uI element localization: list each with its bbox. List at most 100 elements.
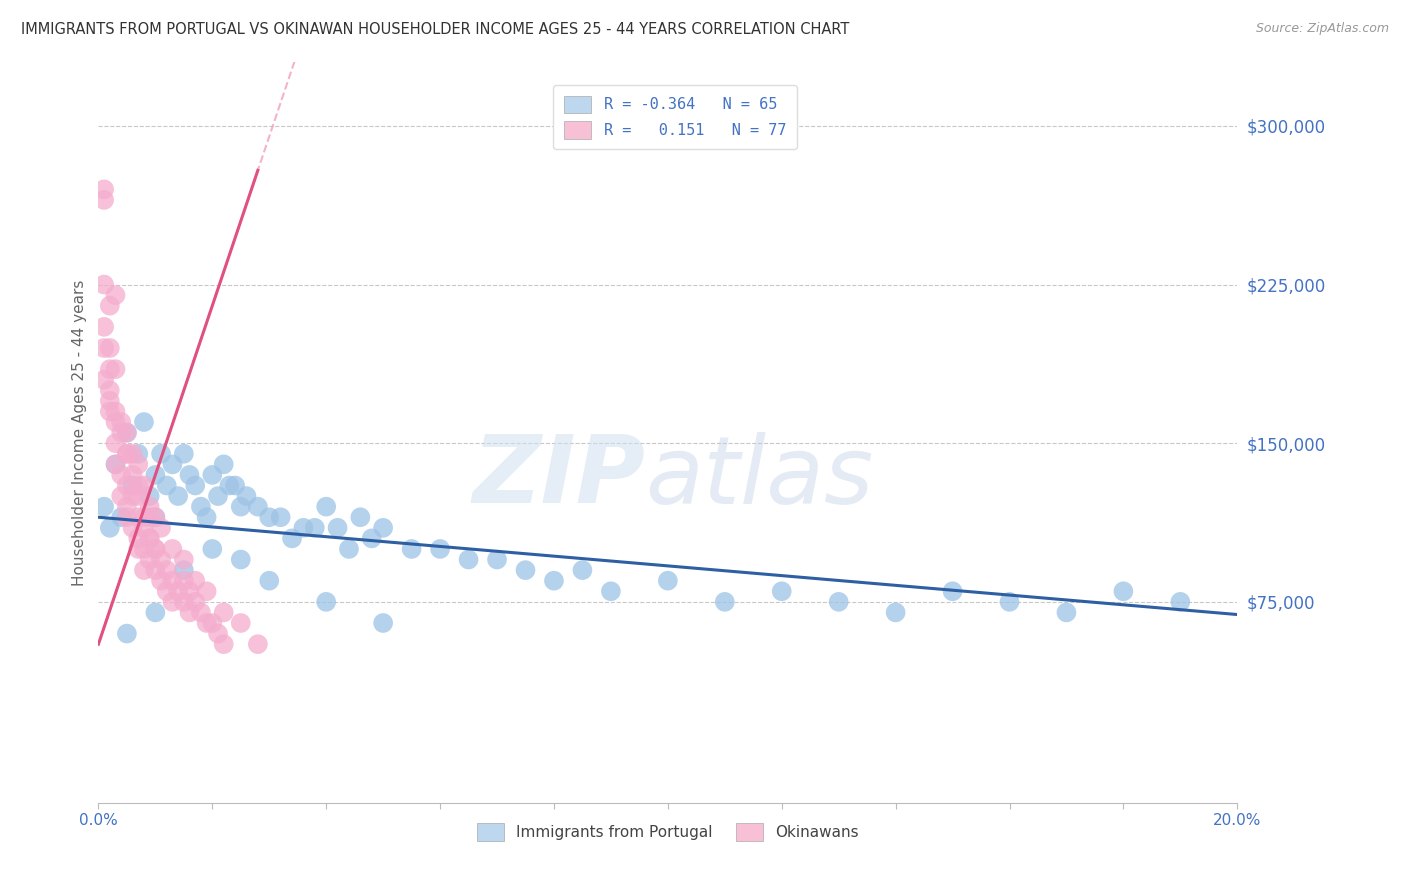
Point bbox=[190, 606, 212, 620]
Point bbox=[207, 489, 229, 503]
Point bbox=[167, 584, 190, 599]
Point bbox=[93, 500, 115, 514]
Point bbox=[218, 478, 240, 492]
Point bbox=[229, 615, 252, 630]
Point bbox=[145, 510, 167, 524]
Point bbox=[121, 489, 143, 503]
Point bbox=[259, 510, 281, 524]
Point bbox=[121, 521, 143, 535]
Point bbox=[349, 510, 371, 524]
Point bbox=[515, 563, 537, 577]
Point bbox=[184, 595, 207, 609]
Point bbox=[184, 478, 207, 492]
Point bbox=[1170, 595, 1192, 609]
Point bbox=[212, 458, 235, 472]
Point bbox=[162, 574, 184, 588]
Point bbox=[115, 447, 138, 461]
Point bbox=[115, 425, 138, 440]
Point bbox=[98, 299, 121, 313]
Point bbox=[167, 489, 190, 503]
Point bbox=[179, 606, 201, 620]
Point bbox=[138, 489, 160, 503]
Point bbox=[173, 552, 195, 566]
Point bbox=[173, 447, 195, 461]
Point bbox=[104, 436, 127, 450]
Point bbox=[132, 478, 155, 492]
Point bbox=[110, 510, 132, 524]
Point bbox=[162, 458, 184, 472]
Point bbox=[150, 447, 173, 461]
Point bbox=[292, 521, 315, 535]
Point bbox=[156, 478, 179, 492]
Point bbox=[110, 467, 132, 482]
Point bbox=[115, 510, 138, 524]
Point bbox=[998, 595, 1021, 609]
Point bbox=[360, 532, 382, 546]
Point bbox=[150, 521, 173, 535]
Point bbox=[304, 521, 326, 535]
Point bbox=[138, 552, 160, 566]
Point bbox=[104, 404, 127, 418]
Point bbox=[337, 541, 360, 556]
Point bbox=[201, 467, 224, 482]
Point bbox=[315, 595, 337, 609]
Point bbox=[828, 595, 851, 609]
Point bbox=[201, 541, 224, 556]
Point bbox=[207, 626, 229, 640]
Point bbox=[104, 415, 127, 429]
Point bbox=[173, 563, 195, 577]
Point bbox=[184, 574, 207, 588]
Point bbox=[229, 500, 252, 514]
Point bbox=[190, 500, 212, 514]
Point bbox=[315, 500, 337, 514]
Point bbox=[235, 489, 257, 503]
Point bbox=[98, 362, 121, 376]
Point bbox=[93, 277, 115, 292]
Point bbox=[1056, 606, 1078, 620]
Point bbox=[457, 552, 479, 566]
Point bbox=[138, 510, 160, 524]
Point bbox=[179, 467, 201, 482]
Point bbox=[195, 510, 218, 524]
Point bbox=[115, 425, 138, 440]
Point bbox=[229, 552, 252, 566]
Point bbox=[132, 415, 155, 429]
Point bbox=[110, 425, 132, 440]
Point bbox=[127, 447, 149, 461]
Point bbox=[571, 563, 593, 577]
Legend: Immigrants from Portugal, Okinawans: Immigrants from Portugal, Okinawans bbox=[471, 817, 865, 847]
Point bbox=[127, 541, 149, 556]
Point bbox=[138, 532, 160, 546]
Y-axis label: Householder Income Ages 25 - 44 years: Householder Income Ages 25 - 44 years bbox=[72, 279, 87, 586]
Point bbox=[543, 574, 565, 588]
Point bbox=[942, 584, 965, 599]
Point bbox=[98, 404, 121, 418]
Point bbox=[401, 541, 423, 556]
Point bbox=[281, 532, 304, 546]
Point bbox=[127, 489, 149, 503]
Point bbox=[156, 584, 179, 599]
Point bbox=[145, 563, 167, 577]
Point bbox=[98, 393, 121, 408]
Point bbox=[884, 606, 907, 620]
Point bbox=[259, 574, 281, 588]
Point bbox=[246, 637, 269, 651]
Point bbox=[212, 637, 235, 651]
Point bbox=[121, 447, 143, 461]
Point bbox=[115, 626, 138, 640]
Point bbox=[93, 373, 115, 387]
Text: ZIP: ZIP bbox=[472, 431, 645, 523]
Point bbox=[115, 447, 138, 461]
Point bbox=[770, 584, 793, 599]
Point bbox=[98, 384, 121, 398]
Point bbox=[127, 458, 149, 472]
Point bbox=[98, 341, 121, 355]
Point bbox=[270, 510, 292, 524]
Point bbox=[179, 584, 201, 599]
Point bbox=[162, 541, 184, 556]
Point bbox=[104, 362, 127, 376]
Point bbox=[121, 478, 143, 492]
Point bbox=[98, 521, 121, 535]
Point bbox=[195, 584, 218, 599]
Point bbox=[201, 615, 224, 630]
